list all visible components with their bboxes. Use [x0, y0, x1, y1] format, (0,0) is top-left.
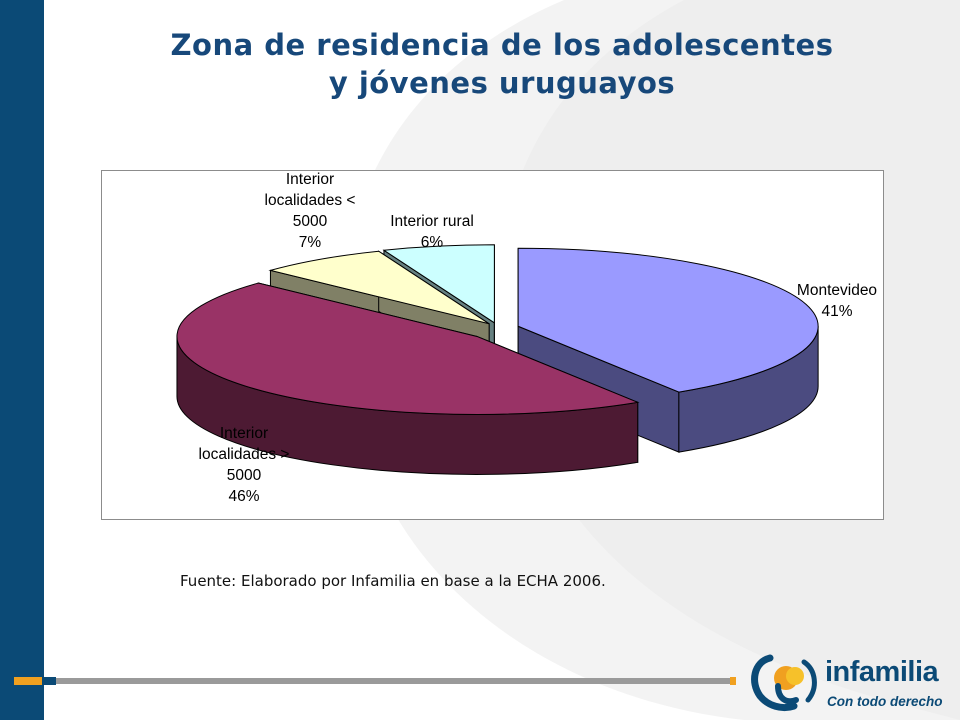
slide-title: Zona de residencia de los adolescentes y…: [44, 26, 960, 102]
logo-tagline: Con todo derecho: [827, 694, 943, 709]
slide-title-line-1: Zona de residencia de los adolescentes: [170, 28, 834, 62]
slice-2-label: Interior localidades > 5000 46%: [199, 425, 290, 505]
footer-rule-orange: [14, 677, 42, 685]
slice-1-label-line-1: Montevideo: [797, 282, 877, 299]
footer-rule: [14, 677, 736, 685]
source-note: Fuente: Elaborado por Infamilia en base …: [180, 572, 606, 590]
slice-3-label-line-2: localidades <: [265, 192, 356, 209]
slice-1-top: [517, 247, 819, 393]
slice-4-label-line-1: Interior rural: [390, 213, 474, 230]
slice-4-label: Interior rural 6%: [390, 213, 474, 251]
footer-rule-end: [730, 677, 736, 685]
pie-top-layer: [176, 244, 819, 415]
infamilia-logo: infamilia Con todo derecho: [748, 652, 948, 716]
slice-3-top: [268, 250, 490, 325]
slice-2-top: [176, 282, 640, 415]
left-color-band: [0, 0, 44, 720]
pie-chart: Montevideo 41% Interior localidades > 5000 46…: [176, 171, 878, 505]
slice-3-label-line-3: 5000: [293, 213, 328, 230]
slice-4-label-line-2: 6%: [421, 234, 444, 251]
logo-wordmark: infamilia: [825, 656, 939, 688]
pie-labels: Montevideo 41% Interior localidades > 5000 46…: [199, 171, 878, 505]
slice-2-label-line-2: localidades >: [199, 446, 290, 463]
slice-2-label-line-4: 46%: [228, 488, 259, 505]
slice-3-label-line-1: Interior: [286, 171, 334, 188]
slice-2-label-line-3: 5000: [227, 467, 262, 484]
slide-title-line-2: y jóvenes uruguayos: [328, 66, 676, 100]
infamilia-logo-mark: [751, 654, 817, 712]
chart-area: Montevideo 41% Interior localidades > 5000 46…: [101, 170, 884, 520]
slice-3-label: Interior localidades < 5000 7%: [265, 171, 356, 251]
footer-rule-gray: [56, 678, 730, 684]
slice-2-label-line-1: Interior: [220, 425, 268, 442]
slice-4-top: [382, 244, 495, 324]
slice-1-label: Montevideo 41%: [797, 282, 877, 320]
slice-1-label-line-2: 41%: [821, 303, 852, 320]
footer-rule-navy: [42, 677, 56, 685]
slice-3-label-line-4: 7%: [299, 234, 322, 251]
